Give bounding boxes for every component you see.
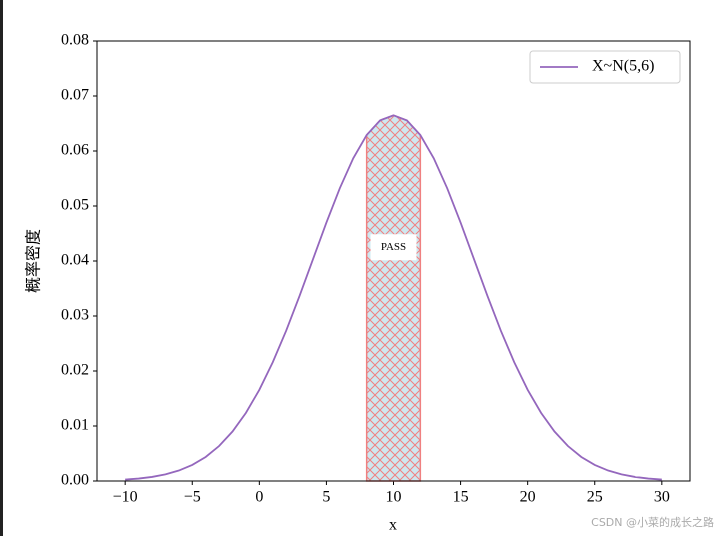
y-tick-label: 0.04 xyxy=(61,252,89,269)
x-tick-label: 30 xyxy=(654,489,670,506)
y-tick-label: 0.07 xyxy=(61,87,89,104)
x-tick-label: 15 xyxy=(453,489,469,506)
y-tick-label: 0.03 xyxy=(61,307,89,324)
shaded-hatch xyxy=(365,114,422,482)
annotation-box xyxy=(370,234,417,261)
x-tick-label: 10 xyxy=(386,489,402,506)
y-tick-label: 0.06 xyxy=(61,142,89,159)
axes-frame xyxy=(96,40,691,482)
y-tick-label: 0.00 xyxy=(61,472,89,489)
line-series xyxy=(125,114,662,481)
legend-box xyxy=(529,50,681,84)
y-tick-label: 0.05 xyxy=(61,197,89,214)
watermark: CSDN @小菜的成长之路 xyxy=(591,515,714,529)
x-tick-label: 20 xyxy=(520,489,536,506)
window-edge xyxy=(0,0,3,536)
x-tick-label: −5 xyxy=(184,489,201,506)
y-tick-label: 0.02 xyxy=(61,362,89,379)
legend-label: X~N(5,6) xyxy=(592,58,654,75)
annotation-text: PASS xyxy=(381,241,406,253)
x-tick-label: 5 xyxy=(322,489,330,506)
x-axis-label: x xyxy=(389,517,397,534)
x-tick-label: −10 xyxy=(113,489,138,506)
y-tick-label: 0.01 xyxy=(61,417,89,434)
x-tick-label: 25 xyxy=(587,489,603,506)
y-tick-label: 0.08 xyxy=(61,32,89,49)
x-tick-label: 0 xyxy=(255,489,263,506)
y-axis-label: 概率密度 xyxy=(24,229,43,293)
